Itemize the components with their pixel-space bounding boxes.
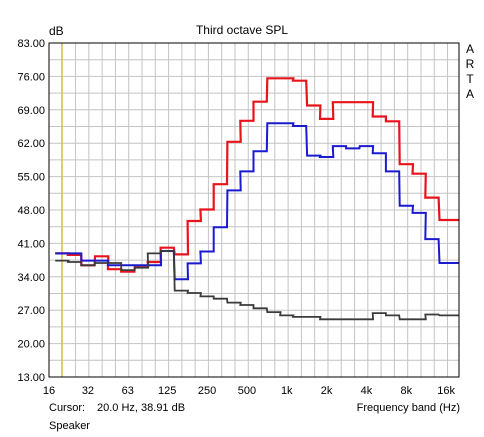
arta-logo-text: A R T A (464, 42, 476, 102)
y-tick-label: 27.00 (17, 305, 45, 317)
x-tick-label: 63 (122, 385, 134, 397)
arta-letter: R (465, 57, 475, 71)
arta-letter: T (466, 72, 474, 86)
y-tick-label: 76.00 (17, 71, 45, 83)
x-axis-ticks: 16 32 63 125 250 500 1k 2k 4k 8k 16k (43, 385, 456, 397)
x-tick-label: 125 (158, 385, 176, 397)
series-line-3 (55, 250, 459, 321)
y-tick-label: 55.00 (17, 172, 45, 184)
x-tick-label: 2k (321, 385, 333, 397)
y-tick-label: 83.00 (17, 38, 45, 50)
y-tick-label: 41.00 (17, 238, 45, 250)
x-tick-label: 32 (82, 385, 94, 397)
y-tick-label: 48.00 (17, 205, 45, 217)
x-tick-label: 250 (198, 385, 216, 397)
cursor-value: 20.0 Hz, 38.91 dB (97, 402, 186, 414)
y-tick-label: 20.00 (17, 339, 45, 351)
y-tick-label: 69.00 (17, 105, 45, 117)
channel-label: Speaker (49, 420, 90, 432)
cursor-label: Cursor: (49, 402, 86, 414)
x-tick-label: 8k (401, 385, 413, 397)
x-axis-title: Frequency band (Hz) (356, 402, 460, 414)
x-tick-label: 1k (281, 385, 293, 397)
grid (49, 43, 459, 377)
y-axis-ticks: 13.00 20.00 27.00 34.00 41.00 48.00 55.00 62.00… (17, 38, 45, 384)
y-tick-label: 34.00 (17, 272, 45, 284)
series-line-2 (55, 122, 459, 281)
arta-letter: A (465, 87, 474, 101)
arta-letter: A (465, 42, 474, 56)
y-tick-label: 13.00 (17, 372, 45, 384)
cursor-readout: Cursor: 20.0 Hz, 38.91 dB (49, 402, 185, 415)
x-tick-label: 500 (238, 385, 256, 397)
plot-frame (48, 42, 460, 378)
x-tick-label: 16 (43, 385, 55, 397)
x-tick-label: 16k (437, 385, 455, 397)
y-axis-unit: dB (49, 24, 64, 38)
series-line-1 (55, 77, 459, 273)
series-group (55, 77, 459, 321)
chart-title: Third octave SPL (195, 23, 289, 37)
y-tick-label: 62.00 (17, 138, 45, 150)
x-tick-label: 4k (361, 385, 373, 397)
